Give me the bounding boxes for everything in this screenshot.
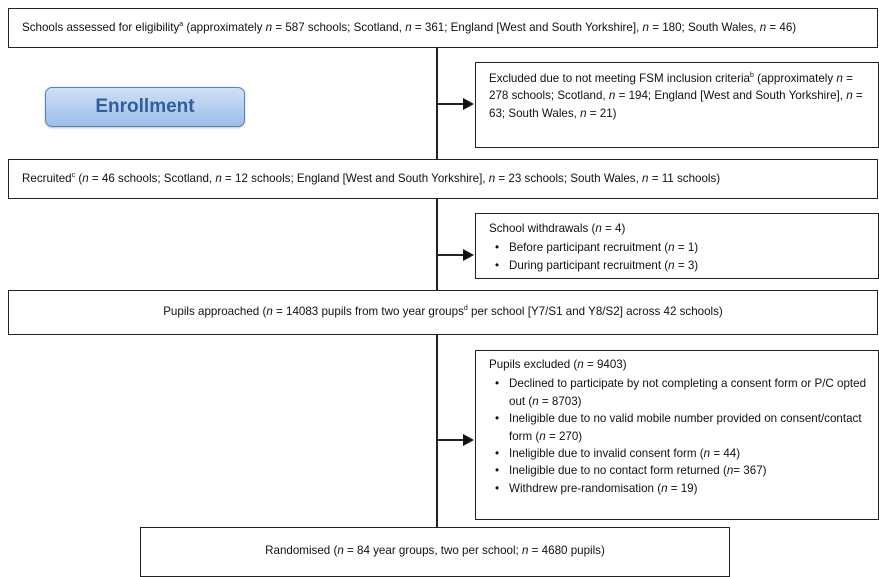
main-flow-line xyxy=(436,334,438,528)
list-item: During participant recruitment (n = 3) xyxy=(495,257,870,275)
pupils-excluded-title: Pupils excluded (n = 9403) xyxy=(489,358,627,371)
branch-line-fsm xyxy=(436,103,464,105)
schools-assessed-box: Schools assessed for eligibilitya (appro… xyxy=(8,8,878,48)
pupils-excluded-box: Pupils excluded (n = 9403) Declined to p… xyxy=(475,350,879,520)
arrow-head xyxy=(463,98,474,110)
recruited-box: Recruitedc (n = 46 schools; Scotland, n … xyxy=(8,159,878,199)
arrow-head xyxy=(463,434,474,446)
school-withdrawals-box: School withdrawals (n = 4) Before partic… xyxy=(475,213,879,279)
excluded-fsm-box: Excluded due to not meeting FSM inclusio… xyxy=(475,62,879,148)
list-item: Before participant recruitment (n = 1) xyxy=(495,239,870,257)
list-item: Withdrew pre-randomisation (n = 19) xyxy=(495,480,870,498)
list-item: Declined to participate by not completin… xyxy=(495,375,870,410)
enrollment-label: Enrollment xyxy=(45,87,245,127)
main-flow-line xyxy=(436,197,438,290)
list-item: Ineligible due to no contact form return… xyxy=(495,462,870,480)
branch-line-pupils-excluded xyxy=(436,439,464,441)
randomised-box: Randomised (n = 84 year groups, two per … xyxy=(140,527,730,577)
branch-line-withdrawals xyxy=(436,254,464,256)
arrow-head xyxy=(463,249,474,261)
list-item: Ineligible due to no valid mobile number… xyxy=(495,410,870,445)
withdrawals-title: School withdrawals (n = 4) xyxy=(489,222,626,235)
list-item: Ineligible due to invalid consent form (… xyxy=(495,445,870,463)
pupils-approached-box: Pupils approached (n = 14083 pupils from… xyxy=(8,290,878,335)
